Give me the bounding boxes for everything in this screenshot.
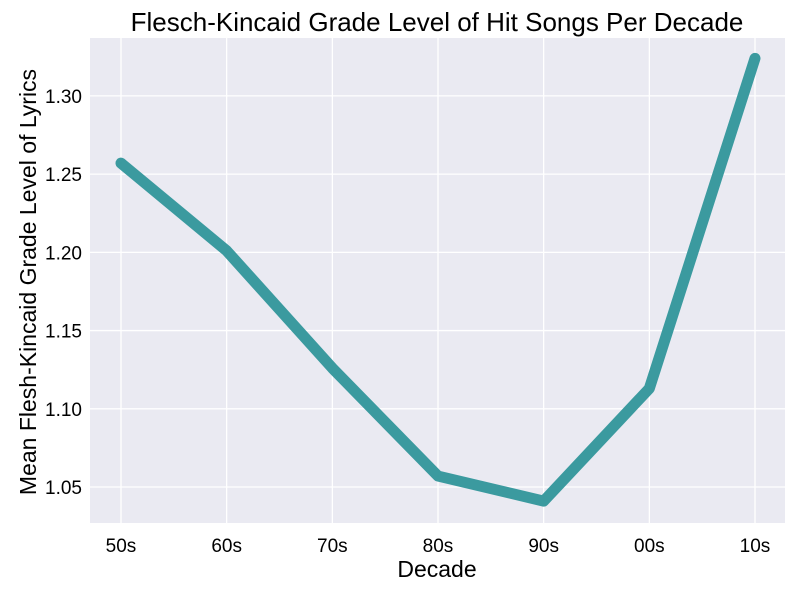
y-tick-label: 1.05 bbox=[45, 478, 82, 499]
data-point bbox=[542, 500, 545, 503]
y-tick-label: 1.20 bbox=[45, 243, 82, 264]
x-tick-labels: 50s 60s 70s 80s 90s 00s 10s bbox=[106, 536, 771, 557]
data-point bbox=[331, 367, 334, 370]
y-tick-labels: 1.05 1.10 1.15 1.20 1.25 1.30 bbox=[45, 87, 82, 499]
y-tick-label: 1.30 bbox=[45, 87, 82, 108]
data-point bbox=[754, 57, 756, 60]
x-tick-label: 60s bbox=[211, 536, 242, 557]
data-point bbox=[120, 162, 122, 165]
series-group bbox=[115, 52, 761, 507]
x-tick-label: 10s bbox=[740, 536, 771, 557]
x-tick-label: 70s bbox=[317, 536, 348, 557]
x-tick-label: 90s bbox=[528, 536, 559, 557]
data-point bbox=[437, 475, 439, 478]
x-tick-label: 00s bbox=[634, 536, 665, 557]
x-tick-label: 50s bbox=[106, 536, 137, 557]
y-tick-label: 1.10 bbox=[45, 400, 82, 421]
y-tick-label: 1.25 bbox=[45, 165, 82, 186]
x-tick-label: 80s bbox=[423, 536, 454, 557]
y-axis-label: Mean Flesh-Kincaid Grade Level of Lyrics bbox=[15, 69, 41, 495]
x-axis-label: Decade bbox=[397, 556, 476, 582]
chart-title: Flesch-Kincaid Grade Level of Hit Songs … bbox=[131, 7, 744, 37]
data-point bbox=[225, 249, 228, 252]
y-tick-label: 1.15 bbox=[45, 322, 82, 343]
data-point bbox=[648, 387, 651, 390]
